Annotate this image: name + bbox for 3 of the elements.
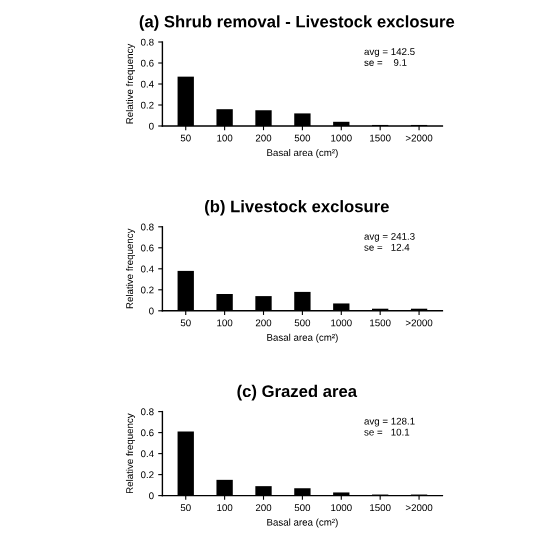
chart-title: (b) Livestock exclosure — [205, 200, 389, 216]
chart-title: (a) Shrub removal - Livestock exclosure — [139, 15, 455, 31]
chart-title: (c) Grazed area — [237, 384, 358, 401]
